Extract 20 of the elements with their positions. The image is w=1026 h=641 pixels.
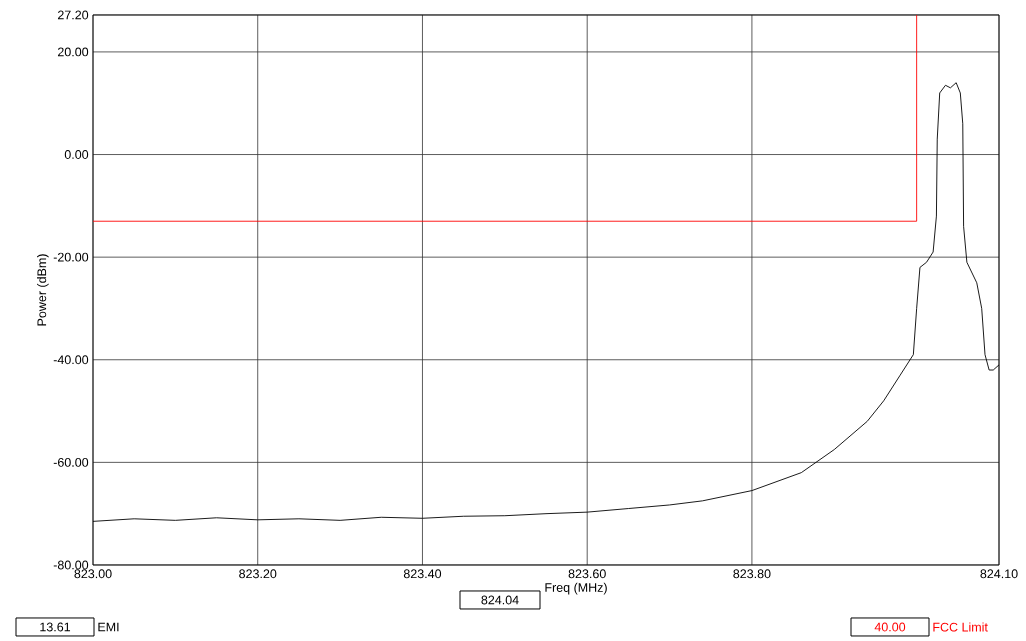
text: 13.61 <box>40 622 71 632</box>
y-tick-label: -40.00 <box>53 355 89 365</box>
y-tick-label: 27.20 <box>57 10 89 20</box>
x-tick-label: 823.40 <box>403 569 442 579</box>
y-tick-label: -20.00 <box>53 252 89 262</box>
text: 824.04 <box>481 595 519 605</box>
y-tick-label: -60.00 <box>53 457 89 467</box>
y-tick-label: 20.00 <box>57 47 89 57</box>
x-tick-label: 823.00 <box>74 569 112 579</box>
x-axis-title: Freq (MHz) <box>545 582 607 595</box>
y-tick-label: 0.00 <box>64 150 89 159</box>
text: EMI <box>98 622 119 632</box>
text: FCC Limit <box>933 622 988 632</box>
x-tick-label: 824.10 <box>980 569 1018 579</box>
x-tick-label: 823.20 <box>239 569 277 579</box>
text: 40.00 <box>874 622 906 632</box>
x-tick-label: 823.80 <box>733 569 771 579</box>
y-tick-label: -80.00 <box>53 560 89 570</box>
x-tick-label: 823.60 <box>568 569 606 579</box>
y-axis-title: Power (dBm) <box>37 254 49 326</box>
